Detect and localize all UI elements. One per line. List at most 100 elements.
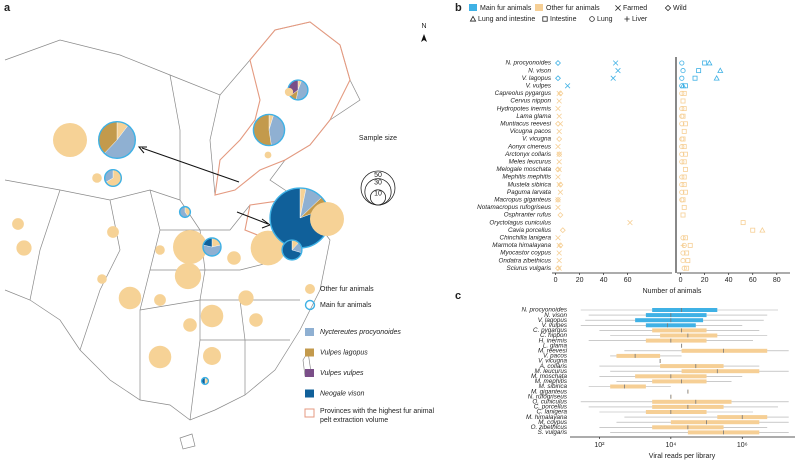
- marker-intestine: [682, 151, 688, 157]
- y-tick-label: V. vicugna: [522, 136, 551, 143]
- box: [652, 399, 732, 404]
- legend-swatch: [304, 408, 315, 418]
- y-tick-label: Chinchilla lanigera: [500, 234, 552, 241]
- size-legend-title: Sample size: [359, 135, 397, 142]
- x-tick-label: 60: [624, 277, 632, 284]
- box: [616, 353, 661, 358]
- y-tick-label: Vicugna pacos: [510, 128, 552, 135]
- pie-slice: [16, 240, 32, 256]
- marker-wild: [556, 151, 563, 158]
- marker-intestine: [682, 235, 688, 241]
- box: [670, 420, 760, 425]
- hainan: [179, 433, 196, 450]
- y-tick-label: Capreolus pygargus: [495, 90, 552, 97]
- marker-liver: [680, 243, 686, 248]
- legend-label: Main fur animals: [480, 5, 532, 12]
- pie-slice: [238, 290, 254, 306]
- marker-farmed: [557, 189, 564, 195]
- marker-farmed: [615, 5, 621, 11]
- marker-intestine: [681, 144, 687, 150]
- size-legend-circle: [369, 189, 387, 206]
- y-tick-label: Ondatra zibethicus: [498, 257, 551, 264]
- marker-farmed: [556, 113, 562, 119]
- marker-intestine: [680, 212, 686, 218]
- pie-slice: [250, 230, 286, 266]
- legend-label: Main fur animals: [320, 302, 372, 309]
- marker-farmed: [564, 83, 571, 89]
- marker-intestine: [682, 121, 688, 127]
- marker-farmed: [555, 105, 561, 112]
- pie-slice: [173, 230, 207, 264]
- y-tick-label: Paguma larvata: [507, 189, 552, 196]
- legend-label: Intestine: [550, 16, 577, 23]
- y-tick-label: Marmota himalayana: [492, 242, 551, 249]
- marker-lung-intestine: [469, 15, 477, 22]
- marker-farmed: [556, 98, 562, 104]
- pie-slice: [107, 226, 119, 238]
- y-tick-label: M. mephitis: [535, 378, 568, 385]
- legend-label: Lung and intestine: [478, 16, 535, 23]
- marker-wild: [555, 120, 561, 127]
- y-tick-label: O. cuniculus: [532, 398, 567, 405]
- box: [681, 348, 768, 353]
- y-tick-label: Lama glama: [516, 113, 551, 120]
- box: [645, 338, 707, 343]
- marker-intestine: [687, 242, 693, 248]
- marker-wild: [557, 242, 564, 249]
- pie-slice: [92, 173, 102, 183]
- y-tick-label: Mephitis mephitis: [502, 174, 551, 181]
- pie-slice: [203, 347, 221, 365]
- pie-slice: [148, 345, 172, 369]
- pie-slice: [200, 304, 224, 328]
- marker-lung: [680, 235, 686, 241]
- x-tick-label: 20: [576, 277, 584, 284]
- marker-farmed: [556, 250, 562, 256]
- marker-wild: [664, 4, 672, 12]
- marker-wild: [555, 196, 561, 203]
- legend-swatch: [305, 348, 314, 357]
- y-tick-label: N. procyonoides: [505, 60, 551, 67]
- panel-label: a: [4, 2, 11, 14]
- marker-lung: [679, 90, 685, 96]
- size-legend-label: 10: [374, 191, 382, 198]
- x-axis-title: Number of animals: [643, 288, 702, 295]
- y-tick-label: N. procyonoides: [521, 307, 567, 314]
- main-ring: [97, 120, 137, 160]
- legend-label: Vulpes lagopus: [320, 349, 368, 356]
- marker-intestine: [681, 159, 687, 165]
- marker-lung: [679, 60, 685, 66]
- y-tick-label: M. reevesi: [538, 347, 568, 354]
- box: [652, 379, 707, 384]
- compass-label: N: [421, 23, 426, 30]
- y-tick-label: Cavia porcellus: [508, 227, 552, 234]
- y-tick-label: Muntiacus reevesi: [500, 120, 551, 127]
- marker-farmed: [610, 75, 616, 81]
- main-ring: [252, 113, 286, 147]
- box: [681, 369, 760, 374]
- marker-lung-intestine: [759, 226, 766, 233]
- pie-slice: [284, 87, 294, 97]
- pie-slice: [249, 313, 263, 327]
- y-tick-label: M. coypus: [538, 419, 568, 426]
- box: [645, 323, 696, 328]
- legend-swatch: [305, 284, 315, 294]
- marker-wild: [557, 90, 564, 97]
- y-tick-label: M. himalayana: [526, 414, 567, 421]
- x-tick-label: 60: [749, 277, 757, 284]
- legend-label: Lung: [597, 16, 613, 23]
- y-tick-label: M. moschata: [531, 373, 568, 380]
- marker-lung: [679, 144, 685, 150]
- marker-lung: [679, 113, 685, 119]
- size-legend-label: 30: [374, 180, 382, 187]
- marker-lung: [679, 136, 685, 142]
- marker-wild: [559, 227, 566, 234]
- y-tick-label: V. vulpes: [542, 322, 568, 329]
- marker-intestine: [692, 75, 698, 81]
- y-tick-label: N. vison: [544, 312, 567, 319]
- marker-farmed: [556, 257, 562, 264]
- legend-swatch: [305, 328, 314, 336]
- legend-label: Other fur animals: [546, 5, 600, 12]
- box: [645, 313, 707, 318]
- marker-lung-intestine: [713, 74, 720, 81]
